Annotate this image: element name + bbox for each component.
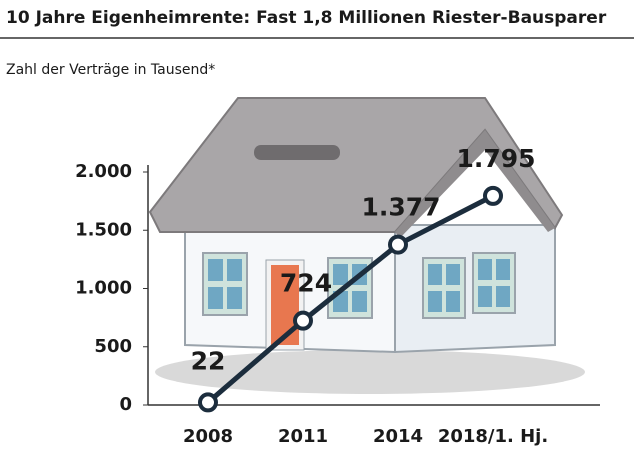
chart-title: 10 Jahre Eigenheimrente: Fast 1,8 Millio… (6, 8, 607, 28)
data-point (293, 310, 313, 331)
data-point (388, 234, 408, 255)
y-tick-label: 0 (119, 394, 132, 415)
house-illustration (148, 97, 585, 394)
y-tick-label: 2.000 (75, 161, 132, 182)
x-tick-label: 2008 (183, 426, 233, 447)
chart-subtitle: Zahl der Verträge in Tausend* (6, 62, 215, 78)
value-label: 1.377 (361, 193, 440, 222)
x-tick-label: 2014 (373, 426, 423, 447)
x-tick-label: 2018/1. Hj. (438, 426, 548, 447)
value-label: 1.795 (456, 144, 535, 173)
y-tick-label: 500 (94, 336, 132, 357)
value-label: 22 (191, 346, 226, 375)
y-tick-label: 1.000 (75, 278, 132, 299)
y-tick-label: 1.500 (75, 219, 132, 240)
x-tick-label: 2011 (278, 426, 328, 447)
data-point (198, 392, 218, 413)
data-line (206, 193, 495, 405)
data-point (483, 185, 503, 206)
value-label: 724 (280, 269, 332, 298)
